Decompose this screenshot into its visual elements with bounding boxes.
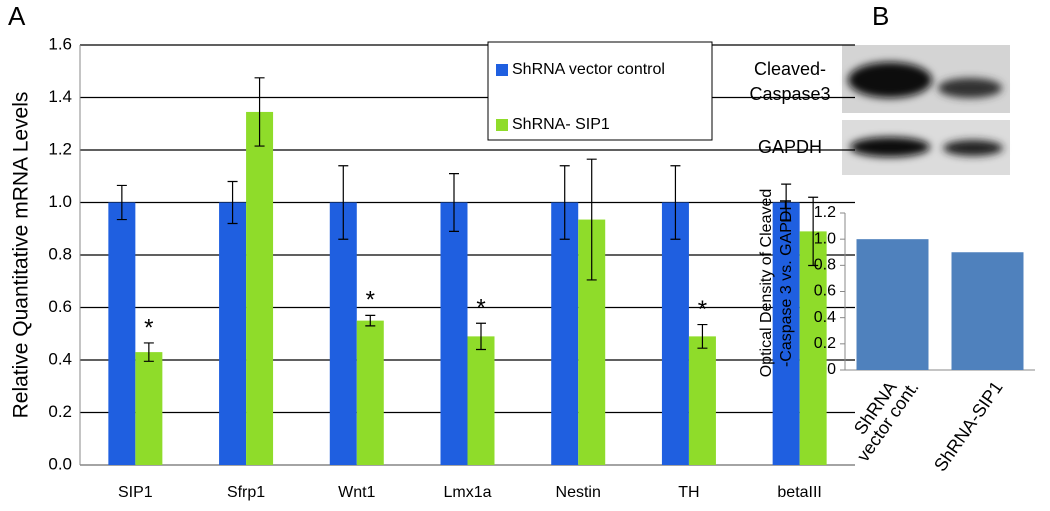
legend-swatch (496, 119, 508, 131)
blot-label: Caspase3 (749, 84, 830, 104)
legend-box (487, 41, 713, 141)
y-axis-label: -Caspase 3 vs. GAPDH (778, 199, 795, 367)
bar (799, 231, 827, 465)
legend-label: ShRNA- SIP1 (512, 116, 610, 133)
y-tick-label: 0.0 (48, 454, 72, 473)
y-tick-label: 1.4 (48, 87, 72, 106)
bar (661, 202, 689, 465)
y-tick-label: 0.6 (48, 297, 72, 316)
x-tick-label: Lmx1a (443, 484, 491, 501)
y-tick-label: 1.0 (814, 230, 836, 247)
panel-label: A (8, 1, 26, 31)
x-tick-label: TH (678, 484, 699, 501)
y-tick-label: 0.2 (814, 335, 836, 352)
x-tick-label: betaIII (777, 484, 821, 501)
y-tick-label: 0.6 (814, 283, 836, 300)
y-tick-label: 1.0 (48, 192, 72, 211)
panel-label: B (872, 1, 889, 31)
legend-swatch (496, 64, 508, 76)
x-tick-label: Nestin (556, 484, 601, 501)
x-tick-label: Wnt1 (338, 484, 375, 501)
y-axis-label: Optical Density of Cleaved (758, 189, 775, 378)
y-axis-label: Relative Quantitative mRNA Levels (10, 92, 33, 419)
y-tick-label: 0.4 (814, 309, 836, 326)
y-tick-label: 1.2 (48, 139, 72, 158)
error-bar (559, 165, 570, 240)
error-bar (116, 184, 127, 221)
y-tick-label: 0.4 (48, 349, 72, 368)
error-bar (670, 165, 681, 240)
blot-image (842, 45, 1010, 175)
legend-label: ShRNA vector control (512, 61, 665, 78)
blot-label: GAPDH (758, 137, 822, 157)
x-tick-label: Sfrp1 (227, 484, 265, 501)
x-tick-label: ShRNA-SIP1 (930, 378, 1007, 476)
error-bar (227, 180, 238, 225)
error-bar (586, 158, 597, 281)
x-tick-label: SIP1 (118, 484, 153, 501)
y-tick-label: 0.2 (48, 402, 72, 421)
bar (688, 336, 716, 465)
bar (246, 111, 274, 465)
bar (108, 202, 136, 465)
bar (356, 320, 384, 465)
bar (135, 352, 163, 465)
y-tick-label: 1.2 (814, 204, 836, 221)
error-bar (365, 314, 376, 327)
bar (440, 202, 468, 465)
y-tick-label: 0.8 (814, 257, 836, 274)
bar (467, 336, 495, 465)
error-bar (143, 342, 154, 362)
bar (219, 202, 247, 465)
significance-marker: * (476, 295, 485, 322)
error-bar (781, 183, 792, 222)
bar (951, 252, 1024, 370)
bar (551, 202, 579, 465)
error-bar (697, 323, 708, 349)
significance-marker: * (366, 287, 375, 314)
bar (772, 202, 800, 465)
significance-marker: * (698, 296, 707, 323)
y-tick-label: 0.8 (48, 244, 72, 263)
error-bar (338, 165, 349, 240)
error-bar (808, 196, 819, 267)
blot-label: Cleaved- (754, 59, 826, 79)
y-tick-label: 0 (827, 361, 836, 378)
bar (329, 202, 357, 465)
y-tick-label: 1.6 (48, 34, 72, 53)
significance-marker: * (144, 314, 153, 341)
error-bar (449, 173, 459, 232)
error-bar (254, 77, 265, 147)
bar (856, 239, 929, 370)
error-bar (476, 322, 486, 351)
